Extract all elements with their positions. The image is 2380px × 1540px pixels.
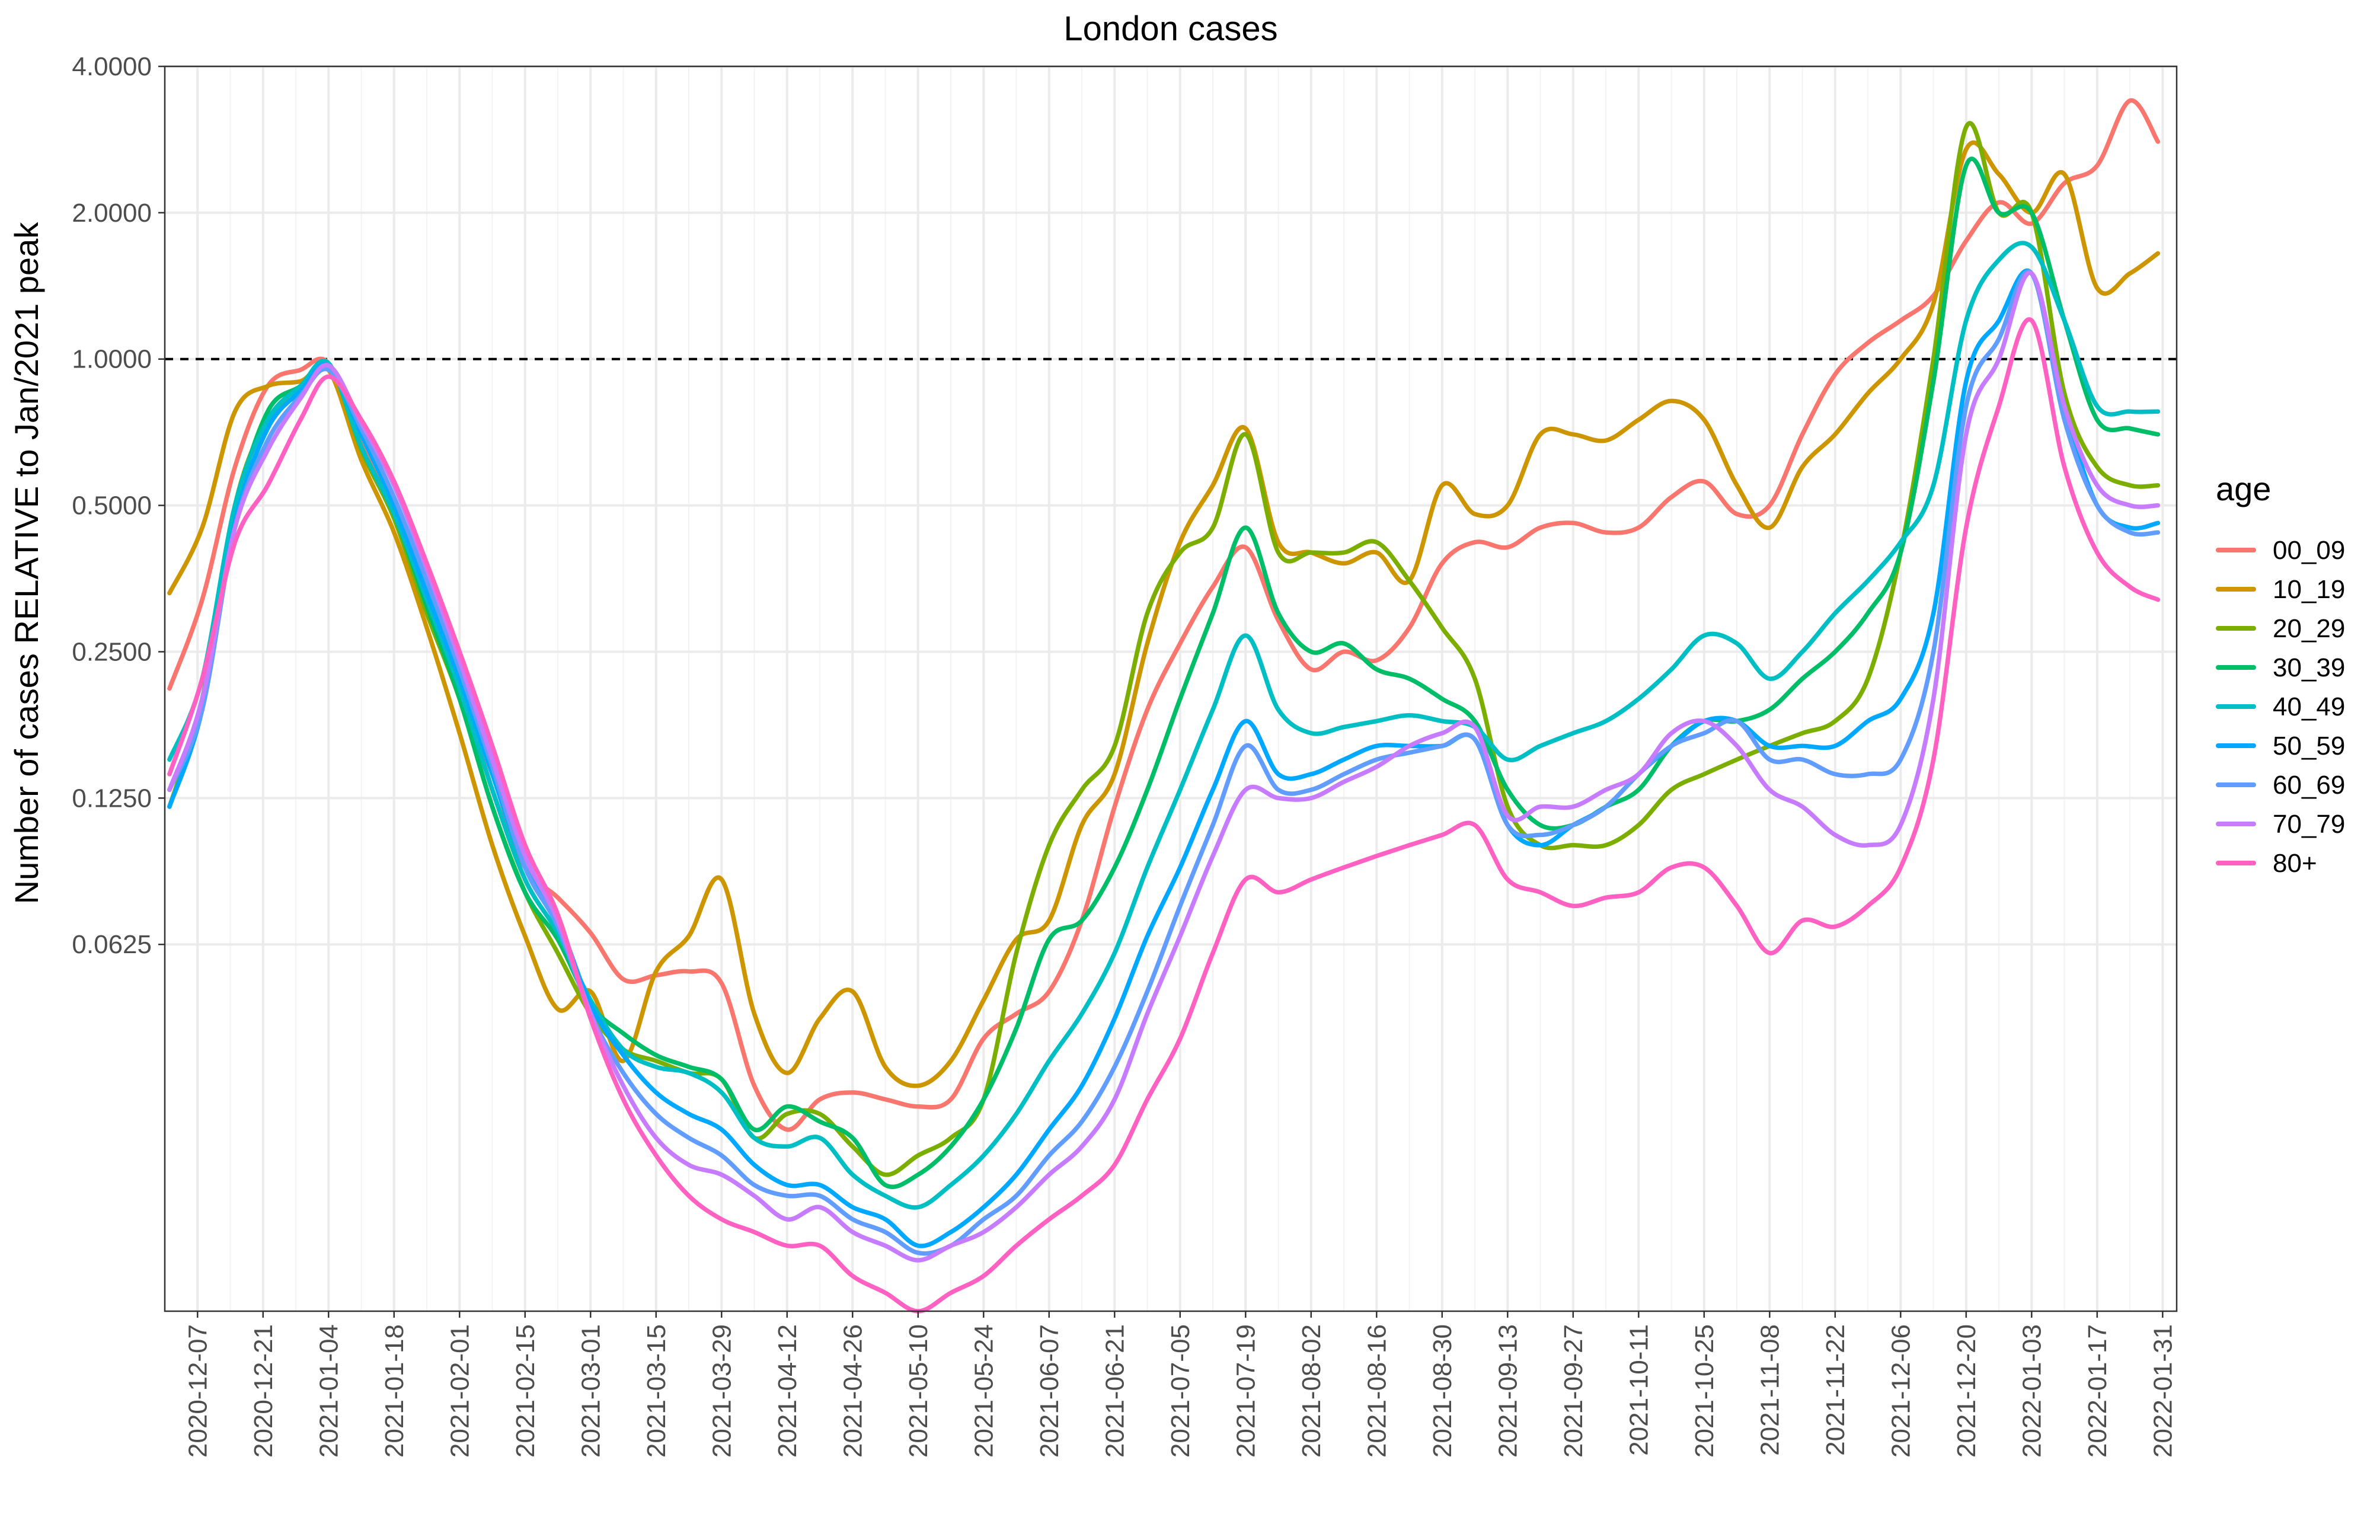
legend-label-50_59: 50_59: [2273, 731, 2345, 761]
legend-label-80+: 80+: [2273, 849, 2317, 878]
series-line-40_49: [167, 241, 2161, 1210]
y-tick-label: 0.5000: [72, 491, 152, 520]
x-tick-label: 2021-07-19: [1231, 1324, 1260, 1458]
x-axis: 2020-12-07 2020-12-21 2021-01-04 2021-01-18…: [183, 1311, 2177, 1458]
legend: age 00_09 10_19 20_29 30_39 40_49 50_59 60_69 7…: [2216, 470, 2345, 878]
series-line-30_39: [167, 156, 2161, 1190]
legend-label-70_79: 70_79: [2273, 810, 2345, 839]
y-tick-label: 0.2500: [72, 637, 152, 666]
x-tick-label: 2021-02-01: [445, 1324, 474, 1458]
x-tick-label: 2021-05-24: [969, 1324, 998, 1458]
x-tick-label: 2021-12-20: [1952, 1324, 1981, 1458]
legend-label-40_49: 40_49: [2273, 692, 2345, 721]
x-tick-label: 2021-08-02: [1297, 1324, 1326, 1458]
x-tick-label: 2021-09-13: [1493, 1324, 1522, 1458]
y-tick-label: 0.1250: [72, 784, 152, 813]
x-tick-label: 2021-08-16: [1362, 1324, 1391, 1458]
legend-title: age: [2216, 470, 2271, 507]
y-axis-title: Number of cases RELATIVE to Jan/2021 pea…: [8, 222, 45, 905]
legend-label-30_39: 30_39: [2273, 653, 2345, 682]
y-tick-label: 4.0000: [72, 52, 152, 81]
x-tick-label: 2021-01-04: [314, 1324, 343, 1458]
x-tick-label: 2021-01-18: [380, 1324, 409, 1458]
series-line-50_59: [167, 269, 2161, 1248]
x-tick-label: 2020-12-07: [183, 1324, 212, 1458]
panel-border: [164, 65, 2178, 1312]
x-tick-label: 2021-03-15: [642, 1324, 671, 1458]
chart-title: London cases: [1063, 9, 1277, 48]
x-tick-label: 2021-03-01: [576, 1324, 605, 1458]
legend-label-60_69: 60_69: [2273, 771, 2345, 800]
series-line-80+: [167, 317, 2161, 1314]
y-axis: 0.0625 0.1250 0.2500 0.5000 1.0000 2.0000 4.00…: [72, 52, 165, 959]
y-tick-label: 0.0625: [72, 930, 152, 959]
x-tick-label: 2020-12-21: [249, 1324, 278, 1458]
legend-label-00_09: 00_09: [2273, 536, 2345, 565]
x-tick-label: 2021-02-15: [511, 1324, 540, 1458]
x-tick-label: 2021-04-12: [773, 1324, 802, 1458]
x-tick-label: 2022-01-31: [2148, 1324, 2177, 1458]
x-tick-label: 2021-12-06: [1886, 1324, 1915, 1458]
x-tick-label: 2022-01-03: [2017, 1324, 2046, 1458]
legend-label-20_29: 20_29: [2273, 614, 2345, 643]
series-lines: [167, 98, 2161, 1314]
legend-items: 00_09 10_19 20_29 30_39 40_49 50_59 60_69 70_79…: [2216, 536, 2345, 878]
y-tick-label: 1.0000: [72, 345, 152, 374]
series-line-10_19: [167, 140, 2161, 1088]
x-tick-label: 2021-09-27: [1559, 1324, 1588, 1458]
x-tick-label: 2022-01-17: [2083, 1324, 2112, 1458]
legend-label-10_19: 10_19: [2273, 575, 2345, 604]
x-tick-label: 2021-10-11: [1624, 1324, 1653, 1456]
plot-panel: [164, 65, 2178, 1314]
x-tick-label: 2021-05-10: [904, 1324, 933, 1458]
x-tick-label: 2021-03-29: [707, 1324, 736, 1458]
x-tick-label: 2021-06-21: [1100, 1324, 1129, 1458]
x-tick-label: 2021-04-26: [838, 1324, 867, 1458]
x-tick-label: 2021-07-05: [1166, 1324, 1195, 1458]
series-line-70_79: [167, 270, 2161, 1263]
series-line-60_69: [167, 269, 2161, 1256]
x-tick-label: 2021-10-25: [1690, 1324, 1719, 1458]
y-tick-label: 2.0000: [72, 199, 152, 228]
x-tick-label: 2021-11-22: [1821, 1324, 1850, 1456]
x-tick-label: 2021-08-30: [1428, 1324, 1457, 1458]
x-tick-label: 2021-11-08: [1755, 1324, 1784, 1456]
x-tick-label: 2021-06-07: [1035, 1324, 1064, 1458]
